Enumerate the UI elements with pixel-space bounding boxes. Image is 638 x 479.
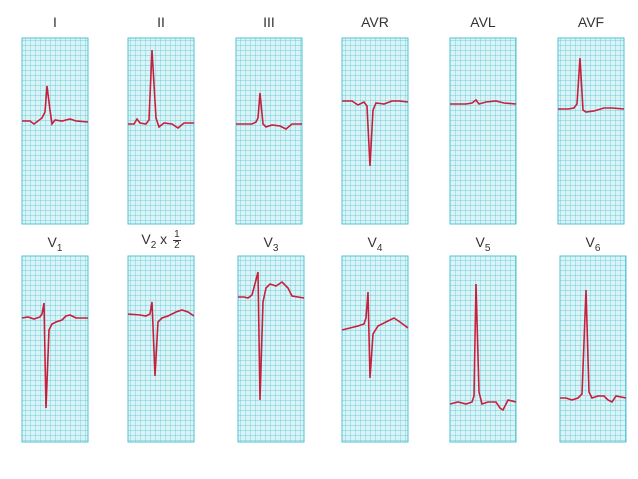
panel-lead-AVL: [449, 37, 517, 225]
trace-lead-V1: [21, 302, 88, 409]
lead-label-II: II: [116, 14, 206, 30]
fraction-denominator: 2: [174, 240, 180, 251]
lead-label-I: I: [10, 14, 100, 30]
lead-label-AVR: AVR: [330, 14, 420, 30]
grid-lead-V2: [127, 255, 195, 443]
lead-label-III: III: [224, 14, 314, 30]
lead-label-subscript: 4: [376, 242, 383, 254]
panel-lead-V2: [127, 255, 195, 443]
lead-label-V5: V5: [438, 234, 528, 254]
panel-lead-II: [127, 37, 195, 225]
grid-lead-AVL: [449, 37, 517, 225]
lead-label-text: AVL: [470, 14, 496, 30]
grid-lead-V4: [341, 255, 409, 443]
lead-label-fraction: 1 2: [173, 230, 181, 251]
panel-lead-I: [21, 37, 89, 225]
trace-lead-V4: [341, 291, 409, 379]
lead-label-V1: V1: [10, 234, 100, 254]
trace-lead-V2: [127, 301, 195, 377]
lead-label-subscript: 3: [272, 242, 279, 254]
panel-lead-AVF: [557, 37, 625, 225]
fraction-numerator: 1: [173, 229, 181, 241]
panel-lead-V1: [21, 255, 89, 443]
lead-label-text: V: [585, 234, 595, 250]
lead-label-AVF: AVF: [546, 14, 636, 30]
grid-lead-V5: [449, 255, 517, 443]
trace-lead-AVR: [342, 100, 409, 167]
trace-lead-V5: [449, 283, 517, 412]
panel-lead-III: [235, 37, 303, 225]
trace-lead-V3: [238, 271, 305, 401]
lead-label-subscript: 2: [150, 240, 157, 251]
lead-label-V4: V4: [330, 234, 420, 254]
trace-lead-AVL: [450, 98, 517, 105]
grid-lead-AVR: [341, 37, 409, 225]
lead-label-text: AVF: [577, 14, 605, 30]
lead-label-text: AVR: [361, 14, 389, 30]
grid-lead-V3: [237, 255, 305, 443]
lead-label-text: V: [47, 234, 57, 250]
grid-lead-AVF: [557, 37, 625, 225]
lead-label-AVL: AVL: [438, 14, 528, 30]
trace-lead-I: [22, 85, 89, 127]
lead-label-subscript: 6: [594, 242, 601, 254]
lead-label-text: II: [157, 14, 165, 30]
lead-label-text: V: [475, 234, 485, 250]
lead-label-text: III: [263, 14, 275, 30]
grid-lead-III: [235, 37, 303, 225]
lead-label-text: V: [263, 234, 273, 250]
trace-lead-III: [236, 92, 302, 130]
trace-lead-V6: [560, 289, 627, 404]
lead-label-text: V: [367, 234, 377, 250]
lead-label-V6: V6: [548, 234, 638, 254]
trace-lead-AVF: [558, 57, 625, 113]
panel-lead-V5: [449, 255, 517, 443]
trace-lead-II: [128, 49, 194, 129]
lead-label-V2: V2 x 1 2: [116, 230, 206, 251]
lead-label-text: I: [53, 14, 57, 30]
panel-lead-V3: [237, 255, 305, 443]
panel-lead-V6: [559, 255, 627, 443]
lead-label-multiplier: x: [160, 231, 168, 248]
grid-lead-V1: [21, 255, 89, 443]
panel-lead-V4: [341, 255, 409, 443]
grid-lead-V6: [559, 255, 627, 443]
lead-label-subscript: 5: [484, 242, 491, 254]
panel-lead-AVR: [341, 37, 409, 225]
lead-label-text: V: [141, 231, 151, 248]
lead-label-V3: V3: [226, 234, 316, 254]
grid-lead-II: [127, 37, 195, 225]
grid-lead-I: [21, 37, 89, 225]
lead-label-subscript: 1: [56, 242, 63, 254]
